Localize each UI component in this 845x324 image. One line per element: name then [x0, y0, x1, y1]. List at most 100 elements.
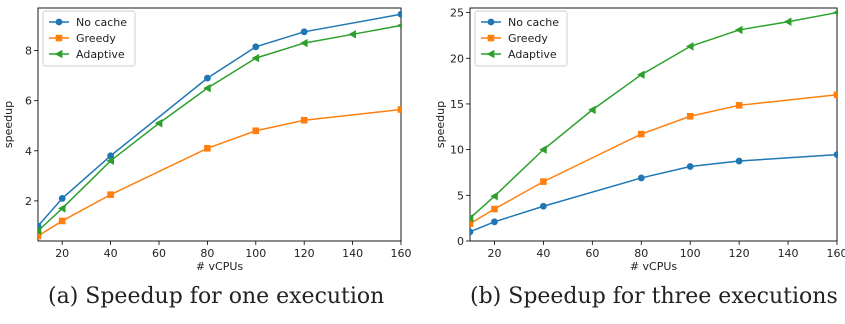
chart-a-ytick-label-0: 2 [25, 195, 32, 208]
chart-b-series-0-point-0 [470, 228, 474, 236]
chart-b-series-0-point-6 [833, 151, 838, 159]
chart-a-series-2-point-1 [58, 204, 66, 213]
chart-a-series-2-point-4 [203, 83, 211, 93]
chart-b-axes-frame [469, 7, 838, 242]
chart-b-series-0-point-2 [540, 202, 547, 210]
chart-a-ytick-label-2: 6 [25, 95, 32, 108]
chart-b-xtick-label-0: 20 [487, 247, 501, 260]
chart-b-xtick-label-7: 160 [827, 247, 845, 260]
chart-b-xtick-label-1: 40 [536, 247, 550, 260]
chart-a-legend: No cache Greedy Adaptive [42, 10, 136, 67]
chart-b-ytick-label-2: 10 [450, 144, 464, 157]
chart-a-series-1-point-4 [252, 127, 260, 135]
chart-b-legend: No cache Greedy Adaptive [474, 10, 568, 67]
caption-a: (a) Speedup for one execution [48, 284, 385, 309]
chart-b-series-1 [470, 91, 838, 227]
chart-a-series-2-point-7 [348, 30, 356, 39]
chart-a-series-1-point-6 [397, 106, 402, 113]
chart-b-series-2-point-0 [470, 213, 474, 223]
chart-b-legend-label-1: Greedy [508, 32, 548, 45]
chart-b-series-0-point-1 [491, 218, 498, 226]
chart-a-series-2-point-6 [300, 38, 308, 48]
chart-a-series-1-point-0 [38, 232, 42, 240]
chart-b-series-1-point-3 [637, 130, 645, 138]
chart-a-series-1-point-5 [300, 116, 308, 124]
chart-b-speedup-three-executions: 20 40 60 80 100 120 140 160 0 5 10 15 20 25 # vCPUs spe… [434, 7, 845, 273]
chart-b-series-0-point-4 [686, 163, 694, 170]
chart-b-xlabel: # vCPUs [630, 260, 678, 273]
chart-b-legend-label-2: Adaptive [508, 48, 557, 61]
chart-b-series-2-point-8 [832, 9, 838, 16]
chart-a-legend-label-2: Adaptive [76, 48, 125, 61]
chart-b-xtick-label-2: 60 [585, 247, 599, 260]
chart-a-series-2-point-0 [38, 226, 42, 236]
chart-a-series-2-point-8 [396, 22, 402, 29]
chart-b-series-2-point-7 [783, 17, 792, 26]
chart-a-xtick-label-6: 140 [342, 247, 363, 260]
chart-b-series-2-point-4 [637, 70, 645, 79]
chart-a-ylabel: speedup [2, 101, 15, 148]
chart-b-series-2 [470, 9, 838, 223]
chart-b-series-1-point-1 [491, 205, 498, 213]
chart-b-xtick-label-6: 140 [778, 247, 799, 260]
chart-a-legend-marker-2 [54, 49, 63, 59]
chart-b-series-2-point-3 [588, 105, 596, 115]
chart-b-xtick-label-3: 80 [634, 247, 648, 260]
chart-a-series-1-point-3 [204, 145, 211, 152]
chart-a-legend-marker-0 [55, 18, 63, 26]
chart-a-xlabel: # vCPUs [196, 260, 244, 273]
chart-b-series-2-point-1 [490, 192, 498, 201]
chart-b-legend-marker-0 [487, 18, 495, 26]
chart-b-series-1-point-2 [540, 178, 547, 185]
caption-b: (b) Speedup for three executions [470, 284, 838, 309]
chart-a-series-0-point-3 [204, 74, 211, 82]
chart-a-series-0-point-4 [252, 43, 260, 51]
chart-a-series-0-point-6 [397, 10, 402, 18]
chart-a-series-1 [38, 106, 402, 240]
chart-a-speedup-one-execution: 20 40 60 80 100 120 140 160 2 4 6 8 # vCPUs speedup No… [2, 7, 412, 273]
chart-a-axes-frame [37, 7, 402, 242]
chart-a-ytick-label-1: 4 [25, 145, 32, 158]
chart-a-series-2-point-2 [106, 156, 114, 166]
chart-b-ytick-label-5: 25 [450, 7, 464, 20]
chart-b-series-0 [470, 151, 838, 236]
chart-b-series-2-point-5 [686, 42, 694, 51]
chart-b-ytick-label-0: 0 [457, 235, 464, 248]
chart-a-xtick-label-0: 20 [55, 247, 69, 260]
chart-a-series-1-point-1 [58, 217, 66, 225]
chart-a-xtick-label-1: 40 [104, 247, 118, 260]
chart-b-series-1-point-5 [735, 102, 743, 109]
chart-a-series-1-point-2 [107, 191, 114, 198]
chart-a-series-2 [38, 22, 402, 236]
chart-b-series-2-point-6 [734, 25, 743, 35]
chart-a-series-2-point-3 [154, 119, 163, 128]
chart-a-xtick-label-4: 100 [245, 247, 266, 260]
chart-a-legend-marker-1 [55, 34, 63, 42]
chart-a-legend-label-1: Greedy [76, 32, 116, 45]
chart-a-xtick-label-3: 80 [200, 247, 214, 260]
chart-b-ytick-label-4: 20 [450, 52, 464, 65]
chart-a-ytick-label-3: 8 [25, 45, 32, 58]
chart-a-xtick-label-7: 160 [391, 247, 412, 260]
chart-b-ylabel: speedup [434, 101, 447, 148]
chart-b-legend-marker-2 [486, 49, 495, 59]
chart-a-series-0-point-2 [107, 152, 114, 160]
chart-b-legend-marker-1 [487, 34, 495, 42]
chart-b-series-2-point-2 [539, 145, 547, 154]
chart-b-series-0-point-3 [637, 174, 645, 182]
chart-b-series-0-point-5 [735, 157, 743, 165]
chart-b-ytick-label-3: 15 [450, 98, 464, 111]
chart-b-legend-box [474, 10, 568, 67]
chart-a-xtick-label-2: 60 [152, 247, 166, 260]
chart-a-series-2-point-5 [251, 53, 260, 63]
chart-a-legend-label-0: No cache [76, 16, 127, 29]
chart-a-series-0-point-1 [58, 195, 66, 202]
chart-b-series-1-point-0 [470, 220, 474, 227]
chart-a-legend-box [42, 10, 136, 67]
chart-a-series-0 [38, 10, 402, 230]
chart-a-xtick-label-5: 120 [294, 247, 315, 260]
chart-b-series-1-point-4 [686, 112, 694, 120]
chart-b-xtick-label-4: 100 [680, 247, 701, 260]
chart-b-legend-label-0: No cache [508, 16, 559, 29]
